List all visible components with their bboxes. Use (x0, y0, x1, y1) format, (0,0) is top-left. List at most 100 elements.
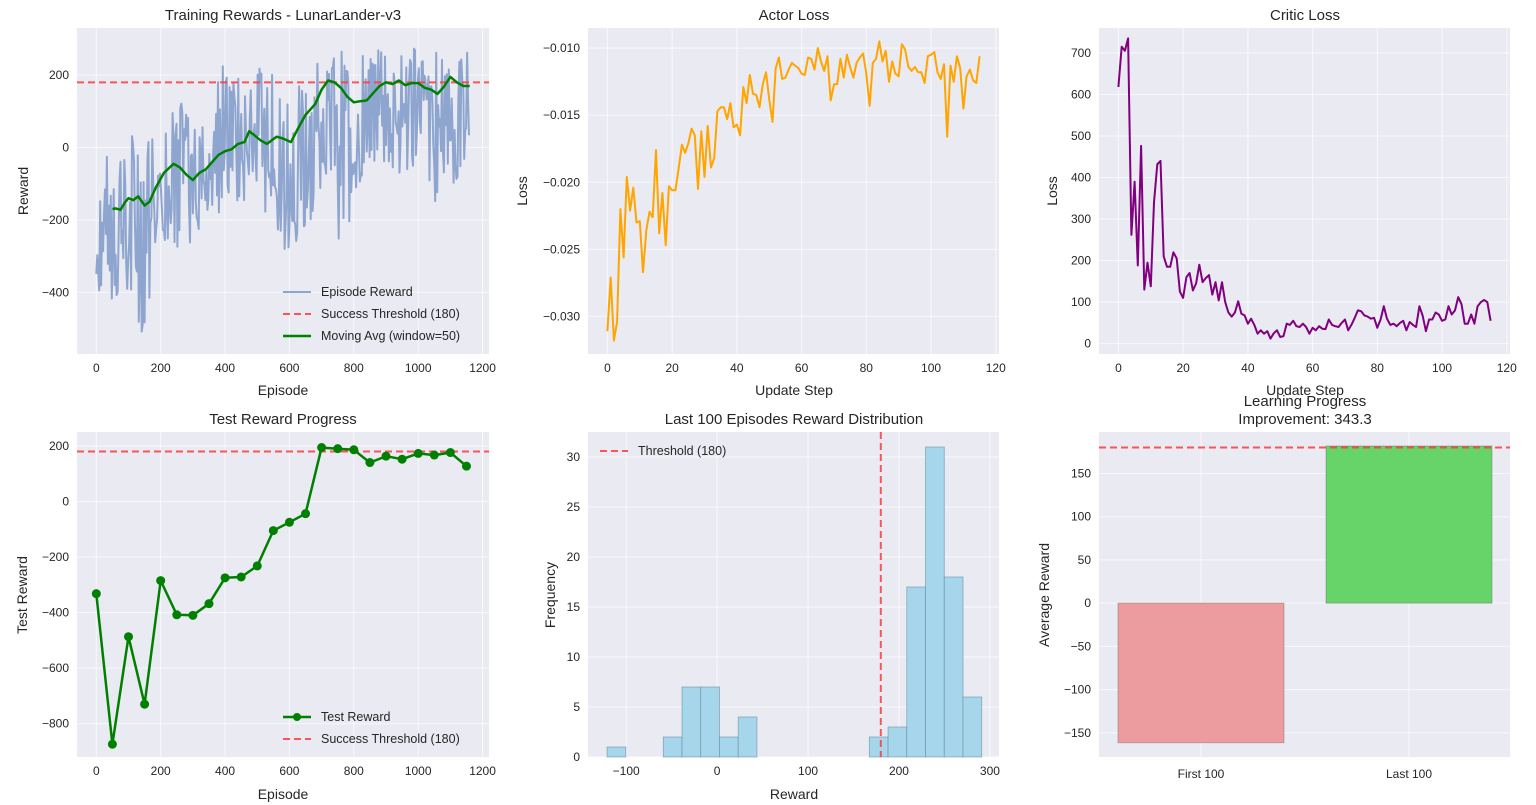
chart-subtitle: Improvement: 343.3 (1238, 411, 1371, 428)
y-tick-label: 5 (573, 700, 580, 714)
test-reward-point (301, 509, 311, 519)
x-axis-label: Episode (258, 382, 309, 398)
x-tick-label: 0 (714, 764, 721, 778)
y-axis-label: Reward (15, 167, 31, 215)
y-tick-label: 25 (567, 500, 581, 514)
y-tick-label: −0.020 (543, 175, 580, 189)
legend-label: Success Threshold (180) (321, 732, 460, 746)
test-reward-point (188, 610, 198, 620)
plot-area (77, 432, 489, 757)
histogram-bar (681, 686, 702, 758)
x-tick-label: 600 (279, 361, 299, 375)
x-axis-label: Reward (770, 786, 818, 802)
panel-learning-progress: Learning Progress Improvement: 343.3 Ave… (1036, 393, 1510, 781)
panel-test-reward: Test Reward Progress Episode Test Reward… (14, 411, 496, 802)
panel-critic-loss: Critic Loss Update Step Loss 0 20 40 60 80 10… (1044, 7, 1517, 398)
x-tick-label: 80 (860, 361, 874, 375)
x-tick-label: 400 (215, 764, 235, 778)
test-reward-point (333, 444, 343, 454)
histogram-bar (943, 576, 964, 758)
test-reward-point (156, 576, 166, 586)
chart-title: Critic Loss (1270, 7, 1340, 24)
chart-title: Test Reward Progress (209, 411, 357, 428)
x-tick-label: 100 (921, 361, 941, 375)
test-reward-point (172, 610, 182, 620)
y-axis-label: Test Reward (14, 556, 30, 634)
x-tick-label: 800 (344, 361, 364, 375)
x-tick-label: 0 (93, 764, 100, 778)
y-tick-label: 30 (567, 450, 581, 464)
x-tick-label: 1000 (405, 361, 432, 375)
x-tick-label: 0 (604, 361, 611, 375)
y-tick-label: 300 (1071, 212, 1091, 226)
y-tick-label: 15 (567, 600, 581, 614)
test-reward-point (204, 599, 214, 609)
y-tick-label: 0 (573, 750, 580, 764)
x-tick-label: 200 (889, 764, 909, 778)
test-reward-point (461, 461, 471, 471)
plot-area (588, 28, 999, 354)
test-reward-point (140, 699, 150, 709)
y-tick-label: −400 (42, 606, 69, 620)
critic-loss-line (1117, 37, 1492, 340)
x-axis-label: Episode (258, 786, 309, 802)
x-tick-label: 1200 (469, 764, 496, 778)
y-tick-label: −150 (1064, 726, 1091, 740)
histogram-bar (868, 736, 889, 758)
x-tick-label: First 100 (1178, 767, 1225, 781)
chart-title: Training Rewards - LunarLander-v3 (165, 7, 401, 24)
histogram-bar (700, 686, 720, 758)
panel-reward-distribution: Last 100 Episodes Reward Distribution Re… (542, 411, 1000, 802)
legend-label: Moving Avg (window=50) (321, 329, 460, 343)
episode-reward-line (95, 47, 470, 333)
y-tick-label: 0 (62, 494, 69, 508)
bar-0 (1117, 602, 1285, 744)
test-reward-point (236, 572, 246, 582)
test-reward-point (413, 448, 423, 458)
x-tick-label: 0 (1115, 361, 1122, 375)
legend-label: Test Reward (321, 710, 391, 724)
panel-training-rewards: Training Rewards - LunarLander-v3 Episod… (15, 7, 496, 398)
y-tick-label: 600 (1071, 87, 1091, 101)
x-tick-label: 80 (1371, 361, 1385, 375)
x-axis-label: Update Step (1266, 382, 1344, 398)
y-tick-label: −200 (42, 550, 69, 564)
y-tick-label: 0 (62, 141, 69, 155)
y-tick-label: −400 (42, 285, 69, 299)
y-tick-label: −600 (42, 661, 69, 675)
x-tick-label: 600 (279, 764, 299, 778)
actor-loss-line (606, 40, 981, 342)
test-reward-point (397, 454, 407, 464)
x-tick-label: 200 (151, 764, 171, 778)
test-reward-point (445, 448, 455, 458)
y-tick-label: 200 (49, 439, 69, 453)
x-tick-label: 100 (1432, 361, 1452, 375)
x-tick-label: 60 (1306, 361, 1320, 375)
test-reward-point (124, 632, 133, 642)
x-tick-label: Last 100 (1386, 767, 1432, 781)
x-tick-label: 20 (1176, 361, 1190, 375)
histogram-bar (887, 726, 908, 758)
x-tick-label: 1200 (469, 361, 496, 375)
y-tick-label: −50 (1071, 639, 1092, 653)
y-tick-label: −100 (1064, 683, 1091, 697)
y-tick-label: −0.025 (543, 242, 580, 256)
x-tick-label: 800 (344, 764, 364, 778)
test-reward-point (252, 561, 262, 571)
y-tick-label: −0.030 (543, 309, 580, 323)
x-tick-label: 120 (1497, 361, 1517, 375)
chart-title: Learning Progress (1244, 393, 1367, 410)
test-reward-point (284, 517, 294, 527)
panel-actor-loss: Actor Loss Update Step Loss 0 20 40 60 80 100… (514, 7, 1006, 398)
histogram-bar (662, 736, 683, 758)
y-tick-label: 200 (1071, 254, 1091, 268)
y-tick-label: 50 (1078, 553, 1092, 567)
histogram-bar (906, 586, 926, 758)
chart-title: Actor Loss (759, 7, 830, 24)
test-reward-point (317, 443, 327, 453)
y-tick-label: 100 (1071, 295, 1091, 309)
histogram-bar (719, 736, 739, 758)
y-tick-label: 500 (1071, 129, 1091, 143)
x-tick-label: 60 (795, 361, 809, 375)
y-tick-label: 20 (567, 550, 581, 564)
